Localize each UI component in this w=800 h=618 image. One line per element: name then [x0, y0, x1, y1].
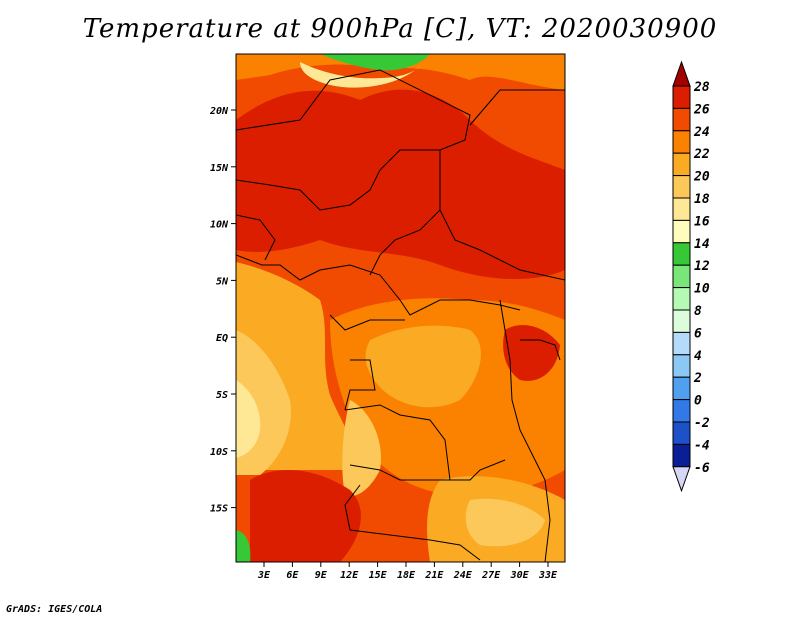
colorbar-label: 22 — [693, 147, 710, 162]
colorbar-label: 0 — [694, 394, 702, 409]
colorbar-label: 18 — [694, 192, 710, 207]
field-region-central-light — [342, 400, 381, 497]
lat-label: 20N — [209, 106, 229, 117]
lat-label: 5N — [216, 276, 229, 287]
colorbar-label: 4 — [694, 349, 702, 364]
colorbar-box — [672, 309, 691, 333]
lon-label: 18E — [397, 570, 416, 581]
colorbar-label: 6 — [694, 326, 702, 341]
colorbar-box — [672, 287, 691, 311]
colorbar-label: 26 — [693, 102, 710, 117]
colorbar-box — [672, 85, 691, 109]
colorbar-box — [672, 443, 691, 468]
colorbar-box — [672, 130, 691, 154]
lon-label: 6E — [286, 570, 299, 581]
colorbar-label: -4 — [694, 438, 710, 453]
colorbar-box — [672, 107, 691, 132]
lat-label: 5S — [216, 390, 228, 401]
colorbar-label: 14 — [694, 237, 710, 252]
country-borders — [236, 69, 565, 562]
lat-label: 15S — [210, 504, 228, 515]
field-region-congo-inner — [365, 325, 481, 408]
lon-label: 33E — [538, 570, 558, 581]
field-region-hot-north — [236, 89, 565, 280]
colorbar-bottom-arrow — [672, 466, 691, 493]
temperature-field — [236, 54, 565, 562]
lat-label: 10S — [210, 447, 228, 458]
field-region-west-lightest — [236, 380, 261, 458]
colorbar-top-arrow — [672, 60, 691, 87]
lon-label: 27E — [481, 570, 501, 581]
colorbar-box — [672, 421, 691, 445]
field-region-south-east-light — [465, 498, 545, 547]
colorbar-label: 24 — [693, 125, 710, 140]
lon-label: 9E — [315, 570, 328, 581]
field-region-green-southwest — [236, 530, 251, 562]
colorbar-label: 28 — [693, 80, 710, 95]
colorbar-box — [672, 175, 691, 199]
lat-label: 15N — [210, 163, 229, 174]
colorbar-label: -6 — [694, 461, 710, 476]
colorbar-label: 10 — [694, 282, 710, 297]
lon-label: 12E — [340, 570, 359, 581]
field-region-lakes — [503, 325, 560, 381]
colorbar-label: -2 — [694, 416, 710, 431]
colorbar-box — [672, 264, 691, 289]
colorbar-label: 8 — [694, 304, 702, 319]
field-region-light-north — [300, 62, 420, 88]
grads-credit: GrADS: IGES/COLA — [6, 604, 103, 615]
colorbar-box — [672, 152, 691, 177]
lon-label: 30E — [510, 570, 530, 581]
colorbar-box — [672, 376, 691, 401]
colorbar-label: 20 — [693, 170, 710, 185]
lon-label: 21E — [424, 570, 444, 581]
colorbar-box — [672, 197, 691, 221]
colorbar-box — [672, 331, 691, 356]
map-title: Temperature at 900hPa [C], VT: 202003090… — [82, 14, 718, 44]
lon-label: 15E — [369, 570, 388, 581]
colorbar-box — [672, 399, 691, 423]
lon-label: 3E — [257, 570, 271, 581]
field-region-south-hot — [250, 469, 361, 562]
longitude-axis: 3E 6E 9E 12E 15E 18E 21E 24E 27E 30E 33E — [257, 562, 558, 581]
colorbar-label: 12 — [694, 259, 710, 274]
colorbar-box — [672, 242, 691, 266]
latitude-axis: 20N 15N 10N 5N EQ 5S 10S 15S — [209, 106, 236, 515]
colorbar-box — [672, 354, 691, 378]
field-region-north-cool — [236, 54, 565, 90]
colorbar-label: 16 — [694, 214, 710, 229]
lon-label: 24E — [453, 570, 473, 581]
colorbar-box — [672, 219, 691, 244]
map-frame — [235, 53, 566, 563]
lat-label: EQ — [216, 333, 228, 344]
lat-label: 10N — [210, 220, 229, 231]
field-region-green-north — [320, 54, 430, 71]
colorbar-label: 2 — [693, 371, 702, 386]
